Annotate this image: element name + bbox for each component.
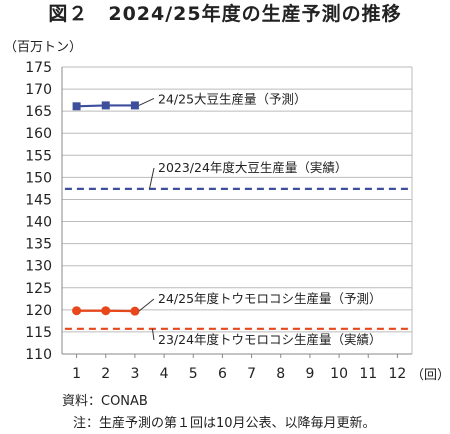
series-label-soy-actual: 2023/24年度大豆生産量（実績）: [158, 160, 347, 175]
y-tick-label: 125: [25, 281, 52, 297]
y-tick-label: 175: [25, 60, 52, 76]
y-tick-label: 120: [25, 303, 52, 319]
y-tick-label: 115: [25, 325, 52, 341]
series-label-corn-actual: 23/24年度トウモロコシ生産量（実績）: [158, 332, 382, 347]
y-tick-label: 135: [25, 237, 52, 253]
y-tick-label: 110: [25, 347, 52, 363]
data-point: [72, 102, 81, 111]
x-tick-label: 1: [72, 366, 81, 382]
annotation-leader: [149, 167, 155, 189]
x-tick-label: 6: [218, 366, 227, 382]
x-tick-label: 10: [330, 366, 348, 382]
annotation-leader: [138, 298, 155, 312]
y-tick-label: 145: [25, 192, 52, 208]
y-tick-label: 165: [25, 104, 52, 120]
chart-title: 図２ 2024/25年度の生産予測の推移: [48, 3, 402, 25]
y-tick-label: 150: [25, 170, 52, 186]
y-unit-label: （百万トン）: [4, 40, 83, 55]
x-tick-label: 4: [160, 366, 169, 382]
footnote: 注：生産予測の第１回は10月公表、以降毎月更新。: [73, 416, 376, 431]
y-tick-label: 140: [25, 215, 52, 231]
annotation-leader: [138, 97, 155, 106]
y-tick-label: 170: [25, 82, 52, 98]
series-label-corn-forecast: 24/25年度トウモロコシ生産量（予測）: [158, 291, 382, 306]
data-point: [101, 101, 110, 110]
x-tick-label: 7: [247, 366, 256, 382]
data-point: [72, 306, 82, 316]
data-point: [101, 306, 111, 316]
x-tick-label: 9: [305, 366, 314, 382]
x-tick-label: 12: [389, 366, 407, 382]
y-tick-label: 160: [25, 126, 52, 142]
y-tick-label: 155: [25, 148, 52, 164]
series-label-soy-forecast: 24/25大豆生産量（予測）: [158, 91, 307, 106]
x-tick-label: 11: [359, 366, 377, 382]
x-tick-label: 8: [276, 366, 285, 382]
x-tick-label: 2: [101, 366, 110, 382]
annotation-leader: [151, 328, 155, 341]
data-point: [130, 101, 139, 110]
y-tick-label: 130: [25, 259, 52, 275]
x-tick-label: 5: [189, 366, 198, 382]
source-note: 資料：CONAB: [62, 394, 148, 409]
x-unit-label: （回）: [411, 368, 450, 383]
x-tick-label: 3: [130, 366, 139, 382]
data-point: [130, 306, 140, 316]
